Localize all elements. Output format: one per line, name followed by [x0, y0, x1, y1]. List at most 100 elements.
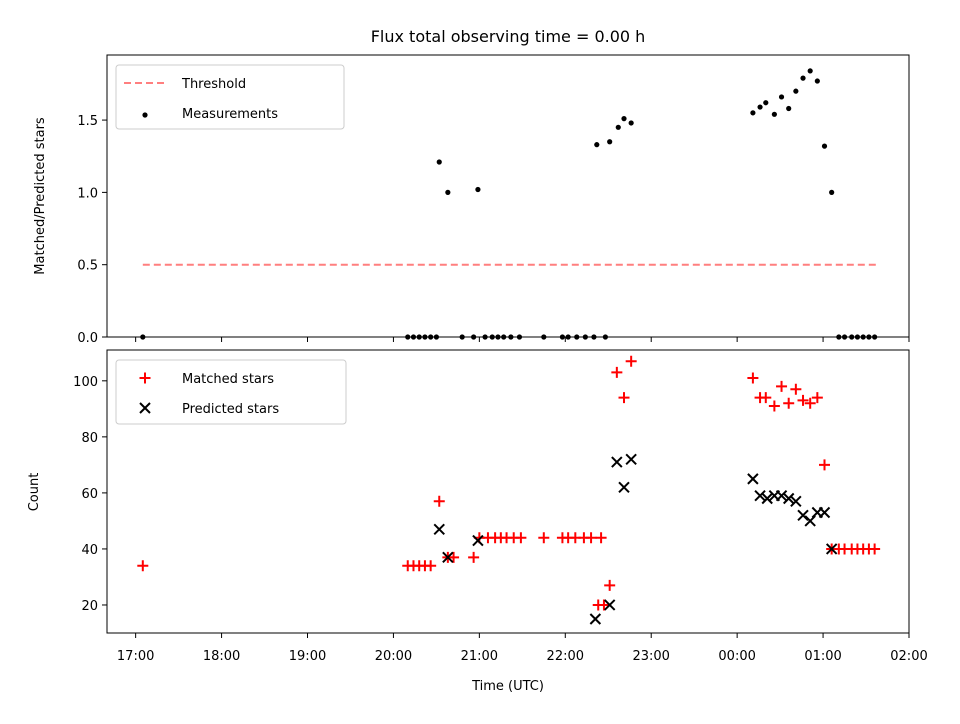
x-tick-label: 20:00 — [375, 649, 412, 664]
matched-star-point — [783, 397, 795, 409]
axes-frame — [106, 54, 910, 338]
measurement-point — [607, 139, 613, 145]
axes-frame — [106, 349, 910, 634]
legend-box — [115, 64, 345, 130]
measurement-point — [763, 100, 769, 106]
top-panel: 0.0 0.5 1.0 1.5 Threshold Measurements — [77, 54, 910, 346]
x-tick-label: 17:00 — [117, 649, 154, 664]
y-tick-label: 0.5 — [77, 259, 98, 274]
bottom-panel: 20 40 60 80 100 17:00 18:00 19:00 20:00 21:00 22:0… — [73, 349, 928, 664]
matched-star-point — [819, 459, 831, 471]
measurement-point — [807, 68, 813, 74]
x-tick-label: 21:00 — [461, 649, 498, 664]
measurement-point — [786, 105, 792, 112]
measurement-point — [778, 94, 785, 100]
measurement-point — [814, 78, 820, 84]
legend-measurement-swatch — [142, 112, 148, 118]
predicted-star-point — [433, 523, 445, 536]
predicted-star-point — [797, 509, 809, 522]
predicted-star-point — [589, 613, 602, 625]
predicted-star-point — [782, 492, 795, 505]
legend-matched-swatch — [139, 372, 151, 384]
x-tick-label: 19:00 — [289, 649, 326, 664]
y-tick-label: 40 — [81, 543, 98, 558]
matched-star-point — [448, 551, 460, 563]
matched-star-point — [611, 366, 623, 378]
matched-star-point — [604, 579, 616, 591]
measurement-point — [436, 159, 442, 165]
legend-label: Threshold — [181, 77, 246, 92]
x-tick-label: 02:00 — [890, 649, 927, 664]
matched-star-point — [468, 551, 480, 563]
measurement-point — [821, 143, 828, 149]
x-tick-label: 18:00 — [203, 649, 240, 664]
legend-label: Matched stars — [182, 372, 274, 387]
matched-star-point — [768, 400, 780, 412]
predicted-star-point — [818, 506, 831, 519]
measurement-point — [800, 75, 806, 81]
legend-label: Measurements — [182, 107, 278, 122]
measurement-point — [445, 189, 451, 195]
legend-label: Predicted stars — [182, 402, 279, 417]
x-tick-label: 01:00 — [804, 649, 841, 664]
matched-star-point — [869, 543, 881, 555]
y-tick-label: 60 — [81, 487, 98, 502]
matched-star-point — [747, 372, 759, 384]
matched-star-point — [137, 560, 149, 572]
y-tick-label: 0.0 — [77, 331, 98, 346]
matched-star-point — [760, 392, 772, 404]
y-tick-label: 100 — [73, 375, 98, 390]
matched-star-point — [595, 532, 607, 544]
x-tick-label: 22:00 — [547, 649, 584, 664]
predicted-star-point — [747, 473, 759, 485]
matched-star-point — [804, 397, 816, 409]
predicted-star-point — [618, 481, 630, 494]
measurement-point — [757, 104, 763, 110]
matched-star-point — [790, 383, 802, 395]
matched-star-point — [797, 394, 809, 406]
predicted-star-point — [603, 599, 616, 611]
predicted-star-point — [775, 489, 788, 502]
bottom-y-axis-label: Count — [27, 473, 42, 512]
measurement-point — [475, 186, 481, 193]
matched-star-point — [433, 495, 445, 507]
matched-star-point — [598, 599, 610, 611]
matched-star-point — [625, 355, 637, 367]
matched-star-point — [776, 380, 788, 392]
x-tick-label: 23:00 — [632, 649, 669, 664]
predicted-star-point — [625, 453, 637, 465]
y-tick-label: 1.0 — [77, 186, 98, 201]
measurement-point — [621, 116, 627, 122]
predicted-star-point — [472, 534, 484, 547]
y-tick-label: 1.5 — [77, 114, 98, 129]
measurement-point — [628, 120, 634, 126]
legend-predicted-swatch — [139, 402, 151, 414]
predicted-star-point — [754, 489, 766, 502]
legend-box — [115, 359, 347, 425]
predicted-star-point — [825, 543, 838, 555]
matched-star-point — [515, 532, 527, 544]
y-tick-label: 20 — [81, 599, 98, 614]
measurement-point — [615, 124, 621, 130]
measurement-point — [594, 142, 600, 148]
matched-star-point — [618, 392, 630, 404]
x-axis-label: Time (UTC) — [471, 679, 544, 694]
x-tick-label: 00:00 — [718, 649, 755, 664]
matched-star-point — [585, 532, 597, 544]
predicted-star-point — [611, 456, 623, 468]
y-tick-label: 80 — [81, 431, 98, 446]
measurement-point — [771, 111, 777, 117]
matched-star-point — [811, 392, 823, 404]
matched-star-point — [538, 532, 550, 544]
measurement-point — [829, 189, 835, 195]
predicted-star-point — [790, 495, 802, 508]
chart-title: Flux total observing time = 0.00 h — [371, 27, 646, 46]
predicted-star-point — [761, 492, 773, 505]
top-y-axis-label: Matched/Predicted stars — [33, 117, 48, 275]
predicted-star-point — [442, 551, 454, 564]
measurement-point — [793, 88, 799, 94]
matched-star-point — [425, 560, 437, 572]
measurement-point — [750, 110, 756, 116]
